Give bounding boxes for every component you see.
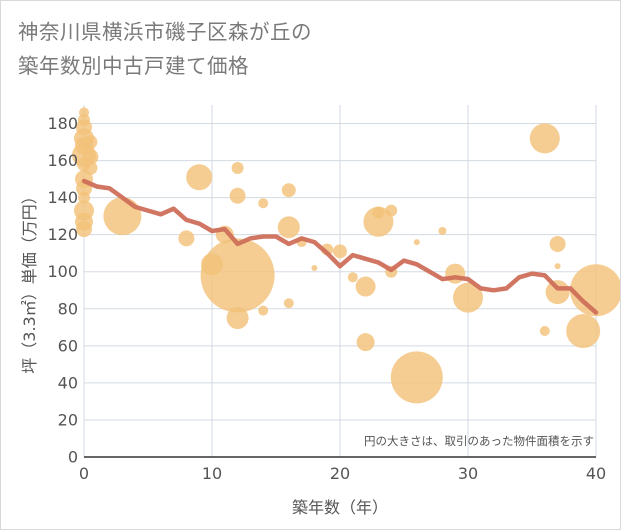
data-bubble	[355, 276, 376, 297]
data-bubble	[554, 263, 561, 270]
x-tick-label: 30	[458, 464, 478, 483]
data-bubble	[311, 265, 318, 272]
data-bubble	[356, 333, 375, 352]
chart-title: 神奈川県横浜市磯子区森が丘の 築年数別中古戸建て価格	[18, 15, 312, 83]
y-tick-label: 40	[58, 373, 78, 392]
trend-line	[81, 178, 599, 315]
data-bubble	[453, 282, 483, 313]
x-tick-label: 10	[202, 464, 222, 483]
data-bubble	[186, 164, 213, 191]
data-bubble	[529, 123, 560, 154]
chart-title-line-2: 築年数別中古戸建て価格	[18, 54, 249, 78]
data-bubble	[178, 230, 195, 247]
data-bubble	[103, 197, 142, 236]
y-tick-label: 120	[47, 225, 78, 244]
data-bubble	[76, 221, 92, 238]
data-bubble	[549, 235, 566, 252]
data-bubble	[445, 263, 466, 284]
data-bubble	[82, 148, 99, 165]
data-bubble	[231, 161, 244, 174]
data-bubble	[390, 351, 443, 404]
data-bubble	[83, 160, 98, 175]
data-bubble	[258, 198, 269, 209]
y-tick-label: 20	[58, 410, 78, 429]
y-tick-label: 0	[68, 448, 78, 467]
data-bubble	[200, 238, 275, 313]
y-tick-label: 80	[58, 299, 78, 318]
data-bubble	[277, 216, 300, 239]
data-bubble	[229, 187, 246, 204]
x-tick-label: 0	[79, 464, 89, 483]
y-tick-label: 140	[47, 188, 78, 207]
axes: 0 10 20 30 40 0 20 40 60 80 100 120 140 160 180	[47, 114, 606, 483]
y-tick-label: 160	[47, 151, 78, 170]
data-bubble	[283, 298, 294, 309]
data-bubble	[372, 206, 385, 219]
data-bubble	[333, 244, 347, 259]
data-bubble	[545, 280, 570, 305]
x-axis-label: 築年数（年）	[292, 498, 388, 517]
bubble-size-note: 円の大きさは、取引のあった物件面積を示す	[364, 434, 594, 448]
data-bubble	[413, 239, 420, 246]
x-tick-label: 40	[586, 464, 606, 483]
y-tick-label: 100	[47, 262, 78, 281]
y-tick-label: 60	[58, 336, 78, 355]
x-tick-label: 20	[330, 464, 350, 483]
data-bubble	[385, 204, 398, 217]
data-bubble	[226, 307, 249, 330]
data-bubble	[539, 326, 550, 337]
y-axis-label: 坪（3.3㎡）単価（万円）	[20, 188, 39, 373]
y-tick-label: 180	[47, 114, 78, 133]
data-bubble	[347, 272, 358, 283]
data-bubble	[258, 305, 269, 316]
data-bubble	[566, 314, 601, 349]
data-bubble	[438, 226, 447, 235]
data-bubble	[281, 183, 296, 198]
data-bubble	[83, 135, 98, 150]
trend-layer	[81, 178, 599, 315]
data-bubble	[570, 264, 620, 317]
data-bubble	[78, 191, 90, 204]
data-bubble	[363, 206, 394, 237]
chart-title-line-1: 神奈川県横浜市磯子区森が丘の	[18, 20, 312, 44]
